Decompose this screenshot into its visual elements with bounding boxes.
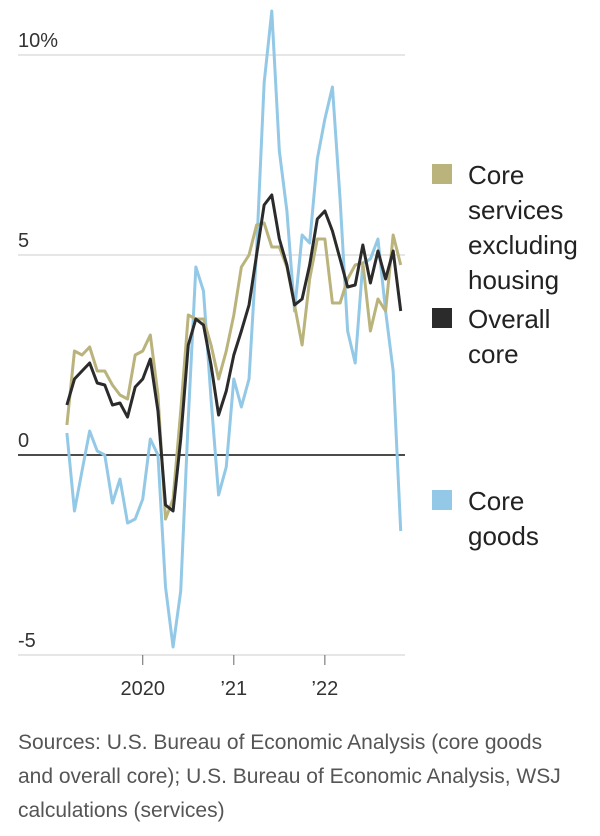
x-tick-label: ’21 bbox=[220, 678, 247, 700]
legend-item: Core services excluding housing bbox=[432, 158, 598, 298]
legend-item: Core goods bbox=[432, 484, 598, 554]
series-line bbox=[65, 221, 403, 521]
y-tick-label: 10% bbox=[18, 30, 58, 52]
series-line bbox=[65, 193, 403, 513]
x-tick-label: 2020 bbox=[121, 678, 166, 700]
legend-label: Core goods bbox=[468, 486, 539, 551]
legend-swatch bbox=[432, 308, 452, 328]
legend-label: Core services excluding housing bbox=[468, 160, 578, 295]
legend-swatch bbox=[432, 490, 452, 510]
y-tick-label: 0 bbox=[18, 430, 29, 452]
legend-item: Overall core bbox=[432, 302, 598, 372]
source-note: Sources: U.S. Bureau of Economic Analysi… bbox=[18, 731, 561, 822]
y-tick-label: 5 bbox=[18, 230, 29, 252]
legend-swatch bbox=[432, 164, 452, 184]
legend-label: Overall core bbox=[468, 304, 551, 369]
y-tick-label: -5 bbox=[18, 630, 36, 652]
series-line bbox=[65, 9, 403, 649]
x-tick-label: ’22 bbox=[312, 678, 339, 700]
